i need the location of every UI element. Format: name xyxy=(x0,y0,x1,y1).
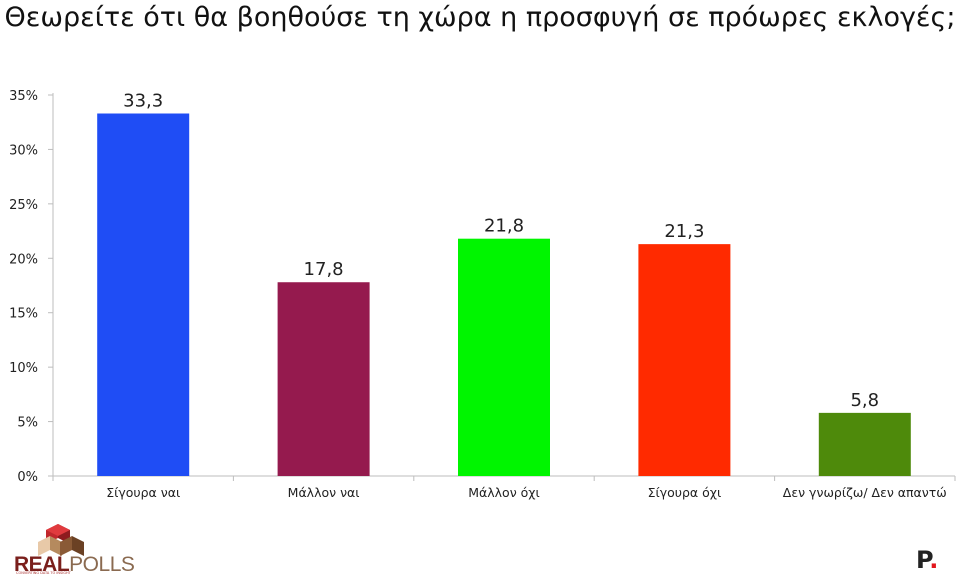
bar-value-label: 21,8 xyxy=(484,216,524,237)
y-tick-label: 25% xyxy=(9,198,38,213)
y-tick-label: 10% xyxy=(9,361,38,376)
bars xyxy=(97,113,911,477)
bar-value-label: 5,8 xyxy=(850,390,879,411)
bar xyxy=(97,113,190,477)
bar-value-label: 33,3 xyxy=(123,91,163,112)
bar-value-label: 21,3 xyxy=(664,221,704,242)
page-title: Θεωρείτε ότι θα βοηθούσε τη χώρα η προσφ… xyxy=(4,2,956,33)
logo-tagline: CONVERTING DATA TO INSIGHT xyxy=(16,571,71,575)
realpolls-logo-mark xyxy=(38,524,84,556)
bar xyxy=(277,282,370,476)
bar xyxy=(818,412,911,476)
y-tick-label: 5% xyxy=(17,416,38,431)
brand-mark: P. xyxy=(916,546,939,574)
value-labels: 33,3 17,8 21,8 21,3 5,8 xyxy=(123,91,879,411)
x-axis-labels: Σίγουρα ναι Μάλλον ναι Μάλλον όχι Σίγουρα ό… xyxy=(106,485,947,500)
y-tick-label: 30% xyxy=(9,143,38,158)
category-label: Δεν γνωρίζω/ Δεν απαντώ xyxy=(783,485,947,500)
y-tick-label: 0% xyxy=(17,470,38,485)
bar xyxy=(458,238,550,476)
bar-value-label: 17,8 xyxy=(304,259,344,280)
realpolls-logo: REALPOLLS CONVERTING DATA TO INSIGHT xyxy=(14,518,135,578)
logo-wordmark: REALPOLLS xyxy=(14,553,135,576)
y-tick-label: 35% xyxy=(9,89,38,104)
y-axis-ticks: 0% 5% 10% 15% 20% 25% 30% 35% xyxy=(9,89,53,485)
y-tick-label: 20% xyxy=(9,252,38,267)
y-tick-label: 15% xyxy=(9,307,38,322)
category-label: Σίγουρα ναι xyxy=(106,485,180,500)
category-label: Μάλλον όχι xyxy=(468,485,540,500)
category-label: Σίγουρα όχι xyxy=(648,485,722,500)
category-label: Μάλλον ναι xyxy=(288,485,360,500)
bar xyxy=(638,244,731,476)
